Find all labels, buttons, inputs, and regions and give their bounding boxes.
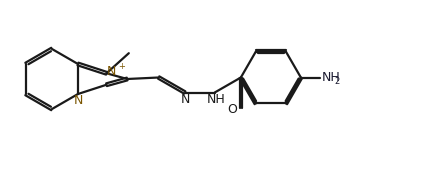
Text: NH: NH	[206, 93, 225, 106]
Text: N: N	[74, 93, 83, 107]
Text: NH: NH	[321, 70, 339, 84]
Text: 2: 2	[334, 77, 339, 86]
Text: N: N	[180, 93, 190, 106]
Text: +: +	[118, 62, 125, 71]
Text: O: O	[227, 103, 236, 116]
Text: N: N	[106, 65, 115, 78]
